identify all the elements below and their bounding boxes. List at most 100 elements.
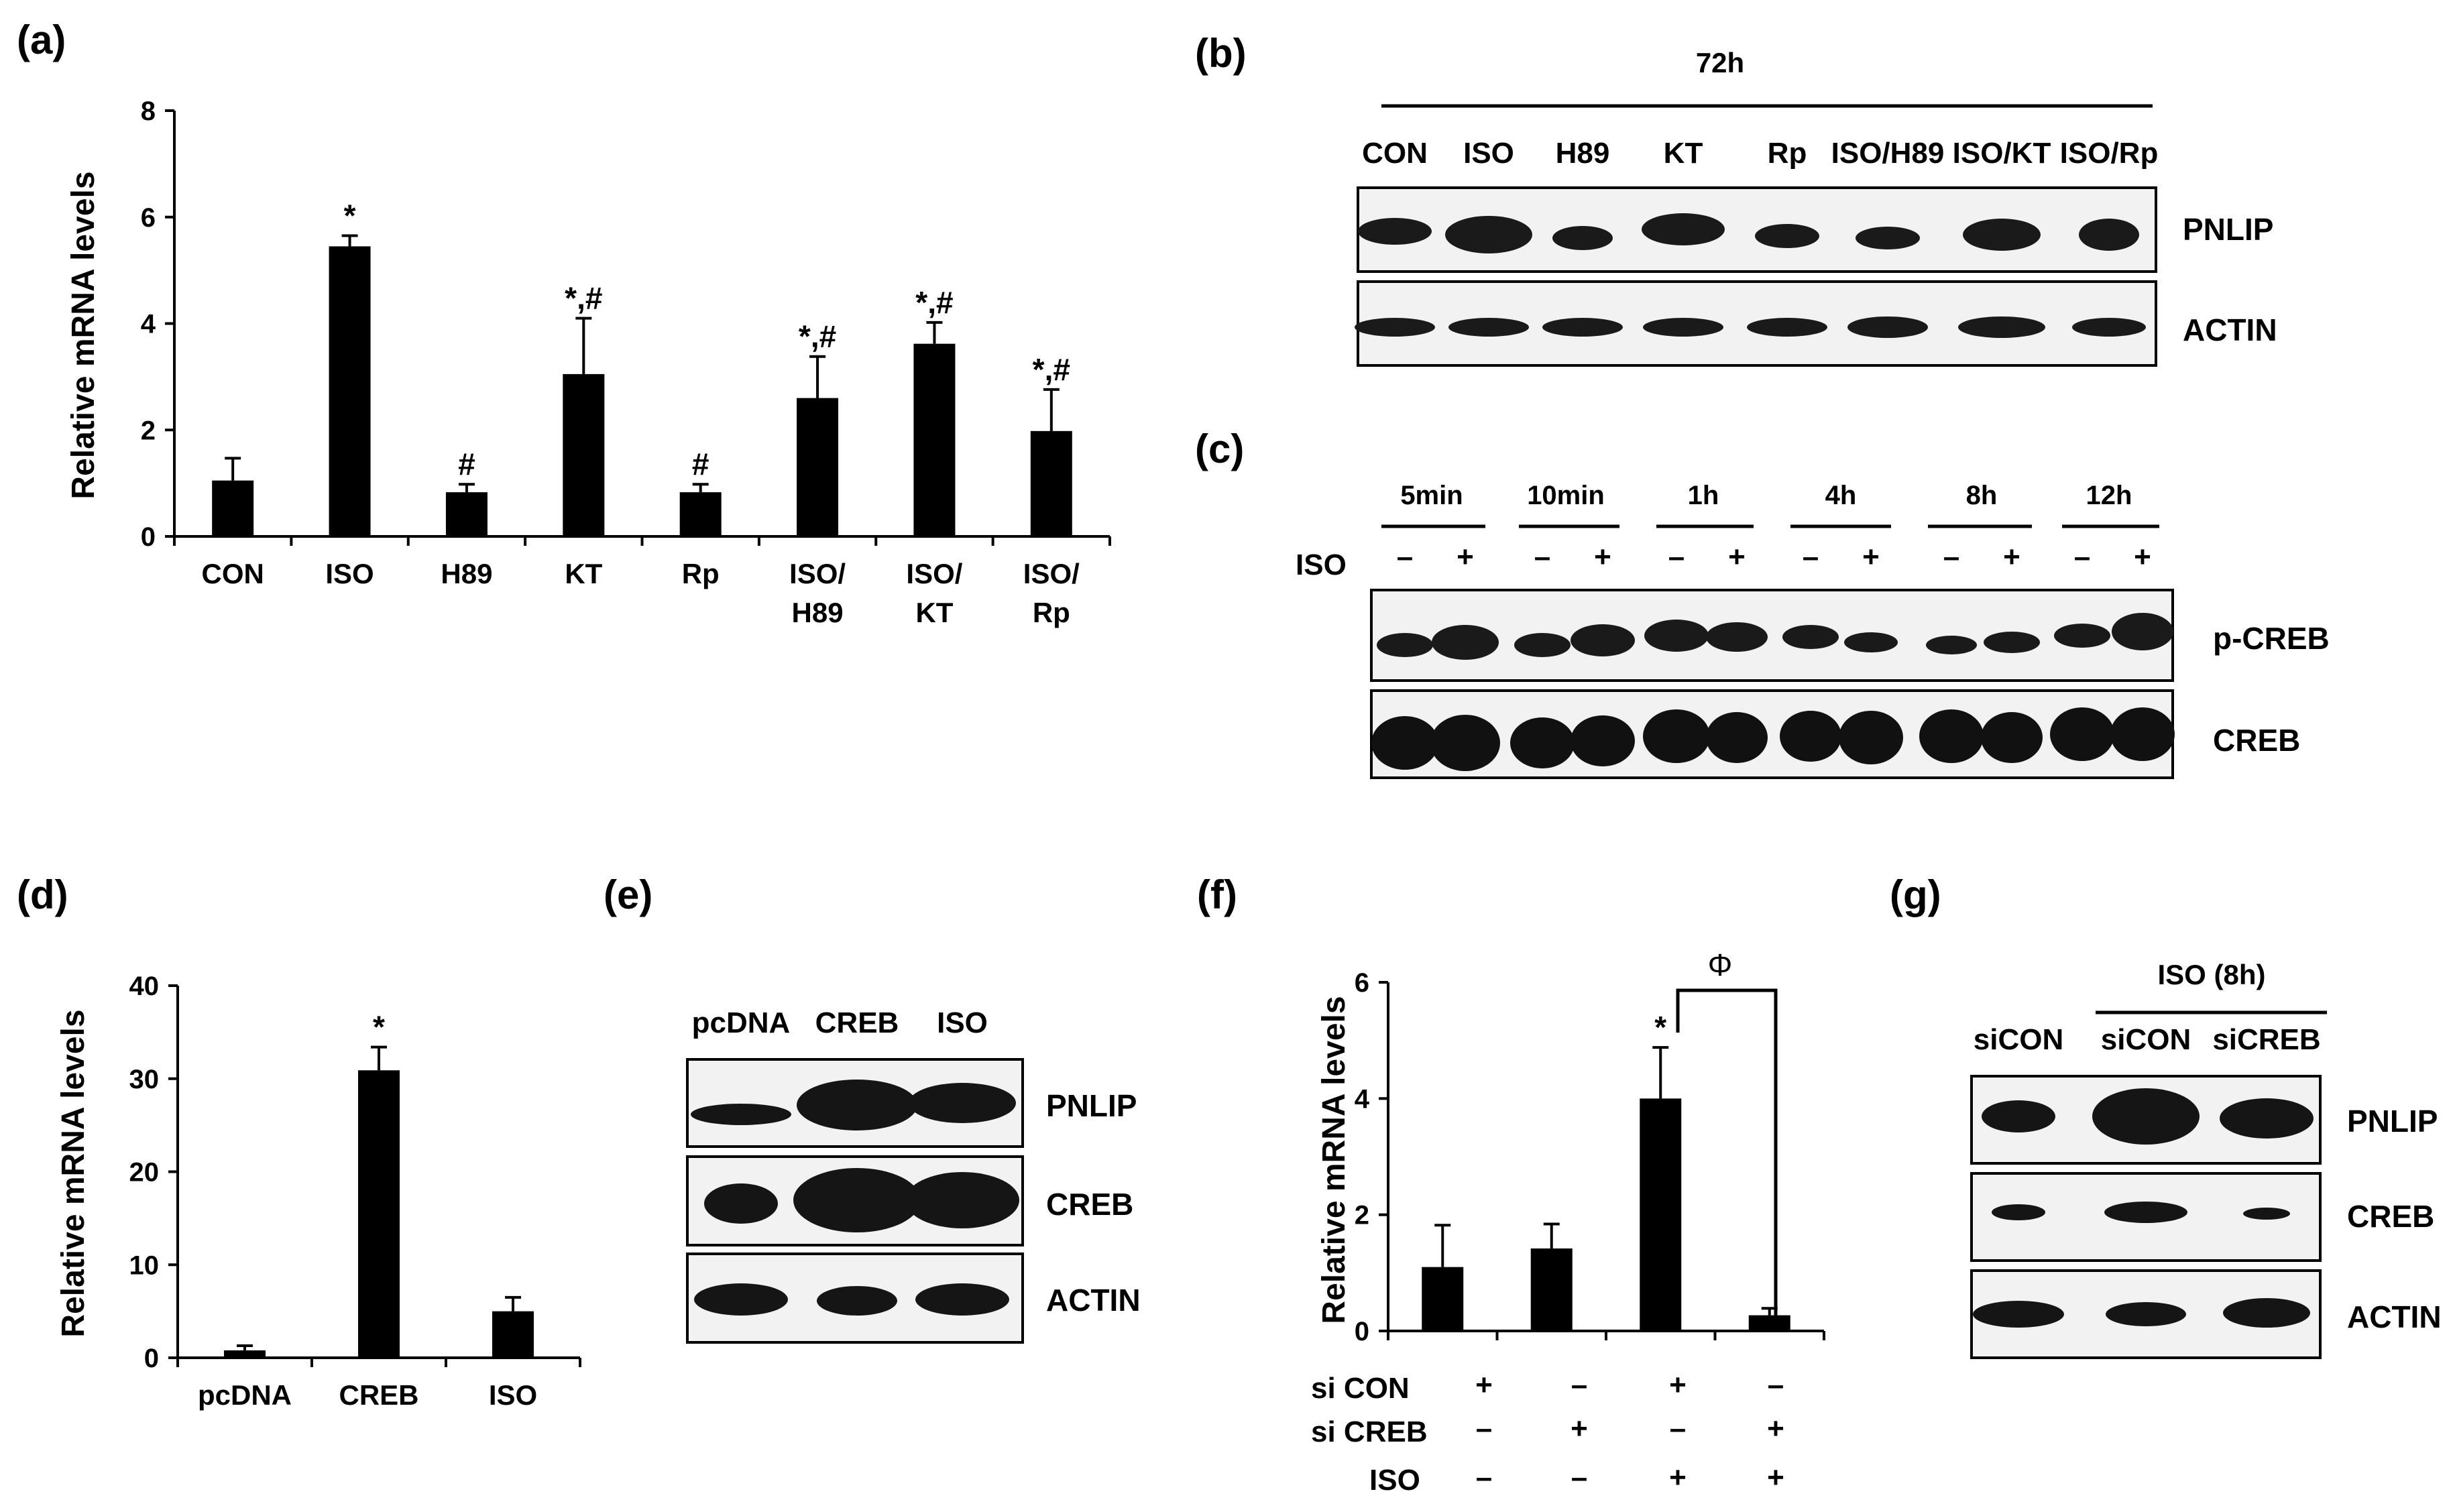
chart-f-condition-table: si CON si CREB ISO + – + – – + – + – – +… — [1311, 1369, 1784, 1497]
panel-c-time-12h: 12h — [2086, 481, 2132, 510]
chart-d-bars: pcDNA * CREB ISO — [198, 1010, 537, 1411]
chart-f-bars: * — [1422, 1010, 1790, 1331]
panel-e-bands-pnlip — [691, 1080, 1016, 1130]
panel-c-label: (c) — [1195, 426, 1244, 471]
chart-f-state: + — [1767, 1412, 1784, 1445]
chart-d-y-tick-label: 0 — [144, 1344, 159, 1373]
chart-f-state: + — [1475, 1369, 1493, 1401]
chart-f-condition-si-con: si CON — [1311, 1372, 1410, 1405]
chart-f-y-tick-label: 6 — [1355, 968, 1369, 998]
chart-d-y-tick-label: 30 — [129, 1065, 160, 1094]
panel-c-iso-state: + — [2003, 540, 2020, 573]
chart-a-bar — [563, 373, 605, 536]
panel-b-lane-kt: KT — [1664, 137, 1703, 170]
chart-d-significance-mark: * — [373, 1010, 385, 1045]
panel-c-iso-state: + — [1457, 540, 1474, 573]
panel-c-iso-state: – — [1397, 540, 1413, 573]
panel-c-time-labels: 5min 10min 1h 4h 8h 12h — [1400, 481, 2132, 510]
panel-e-bands-actin — [694, 1283, 1009, 1316]
panel-b-lane-con: CON — [1362, 137, 1428, 170]
chart-f-bar — [1640, 1098, 1682, 1331]
chart-a-category-label: Rp — [682, 558, 720, 589]
chart-f-state: + — [1669, 1461, 1687, 1494]
panel-g-lane-sicreb-iso: siCREB — [2212, 1023, 2320, 1056]
panel-c-western-blot: (c) 5min 10min 1h 4h 8h 12h ISO – + – + … — [1195, 426, 2330, 779]
chart-d-bar — [224, 1350, 266, 1358]
chart-f-y-tick-label: 0 — [1355, 1317, 1369, 1346]
panel-c-iso-state: + — [1728, 540, 1746, 573]
panel-b-protein-pnlip: PNLIP — [2183, 212, 2273, 247]
panel-g-bands-creb — [1992, 1202, 2290, 1223]
chart-a-ylabel: Relative mRNA levels — [66, 171, 101, 499]
panel-g-lane-sicon-iso: siCON — [2101, 1023, 2191, 1056]
chart-a-significance-mark: *,# — [1033, 352, 1070, 387]
chart-f-ylabel: Relative mRNA levels — [1316, 996, 1352, 1324]
chart-a-significance-mark: * — [344, 198, 356, 233]
panel-b-lane-iso-h89: ISO/H89 — [1831, 137, 1945, 170]
chart-a-y-tick-label: 0 — [141, 522, 156, 552]
chart-a-bar — [1030, 430, 1072, 536]
chart-a-significance-mark: *,# — [799, 319, 836, 354]
panel-g-western-blot: (g) ISO (8h) siCON siCON siCREB PNLIP CR… — [1890, 872, 2442, 1359]
chart-f-significance-bracket — [1676, 988, 1778, 1321]
panel-e-label: (e) — [604, 872, 652, 917]
panel-b-lane-h89: H89 — [1556, 137, 1610, 170]
panel-c-iso-state: + — [1862, 540, 1880, 573]
panel-c-time-4h: 4h — [1825, 481, 1857, 510]
chart-a-bar — [445, 492, 488, 536]
chart-a-category-label: ISO — [325, 558, 374, 589]
chart-f-bar — [1748, 1315, 1790, 1331]
chart-d-ylabel: Relative mRNA levels — [56, 1009, 91, 1337]
panel-c-blot-pcreb — [1370, 589, 2174, 682]
chart-a-bar — [913, 343, 956, 536]
panel-b-bands-pnlip — [1358, 213, 2139, 253]
chart-f-condition-si-creb: si CREB — [1311, 1415, 1428, 1448]
chart-f-bar — [1530, 1248, 1573, 1331]
panel-c-iso-state: + — [1594, 540, 1611, 573]
panel-f-label: (f) — [1197, 872, 1237, 917]
panel-b-time-header: 72h — [1696, 47, 1744, 78]
panel-e-bands-creb — [704, 1168, 1019, 1232]
panel-b-lane-iso-rp: ISO/Rp — [2060, 137, 2159, 170]
chart-f-state: – — [1476, 1412, 1492, 1445]
panel-b-label: (b) — [1195, 31, 1247, 76]
panel-c-iso-state: + — [2134, 540, 2151, 573]
chart-a-y-tick-label: 2 — [141, 416, 156, 445]
panel-b-lane-rp: Rp — [1768, 137, 1807, 170]
chart-a-category-label: ISO/H89 — [789, 558, 846, 628]
panel-c-protein-pcreb: p-CREB — [2213, 621, 2330, 656]
chart-f-state: + — [1767, 1461, 1784, 1494]
panel-g-protein-creb: CREB — [2347, 1199, 2434, 1234]
chart-f-significance-symbol: Φ — [1708, 947, 1733, 982]
chart-a-bar — [212, 480, 254, 536]
chart-d-bar — [492, 1311, 534, 1358]
panel-b-lane-iso-kt: ISO/KT — [1953, 137, 2051, 170]
chart-a-axes: 0 2 4 6 8 — [141, 97, 1111, 552]
chart-f-significance-mark: * — [1654, 1010, 1666, 1045]
panel-b-bands-actin — [1355, 316, 2146, 338]
chart-a-category-label: ISO/KT — [906, 558, 962, 628]
chart-f-state: + — [1669, 1369, 1687, 1401]
chart-f-state: – — [1768, 1369, 1784, 1401]
chart-a-category-label: KT — [565, 558, 602, 589]
panel-e-lane-iso: ISO — [937, 1006, 988, 1039]
panel-c-time-1h: 1h — [1688, 481, 1719, 510]
chart-f-condition-iso: ISO — [1369, 1464, 1420, 1497]
panel-c-iso-state: – — [1803, 540, 1819, 573]
chart-f-relative-mrna: (f) Relative mRNA levels 0 2 4 6 * Φ si CON… — [1197, 872, 1825, 1497]
panel-b-western-blot: (b) 72h CON ISO H89 KT Rp ISO/H89 ISO/KT… — [1195, 31, 2277, 367]
panel-c-iso-state: – — [1668, 540, 1685, 573]
panel-e-protein-actin: ACTIN — [1046, 1283, 1141, 1318]
panel-c-iso-state: – — [1534, 540, 1550, 573]
chart-d-category-label: ISO — [489, 1379, 537, 1411]
chart-d-y-tick-label: 20 — [129, 1158, 160, 1187]
chart-f-y-tick-label: 4 — [1355, 1084, 1370, 1114]
panel-g-protein-pnlip: PNLIP — [2347, 1104, 2438, 1139]
chart-a-significance-mark: *,# — [565, 281, 602, 316]
panel-g-bands-pnlip — [1982, 1088, 2314, 1145]
panel-g-label: (g) — [1890, 872, 1941, 917]
chart-a-y-tick-label: 6 — [141, 203, 156, 233]
panel-b-protein-actin: ACTIN — [2183, 312, 2277, 347]
chart-d-category-label: CREB — [339, 1379, 418, 1411]
chart-f-state: – — [1670, 1412, 1686, 1445]
